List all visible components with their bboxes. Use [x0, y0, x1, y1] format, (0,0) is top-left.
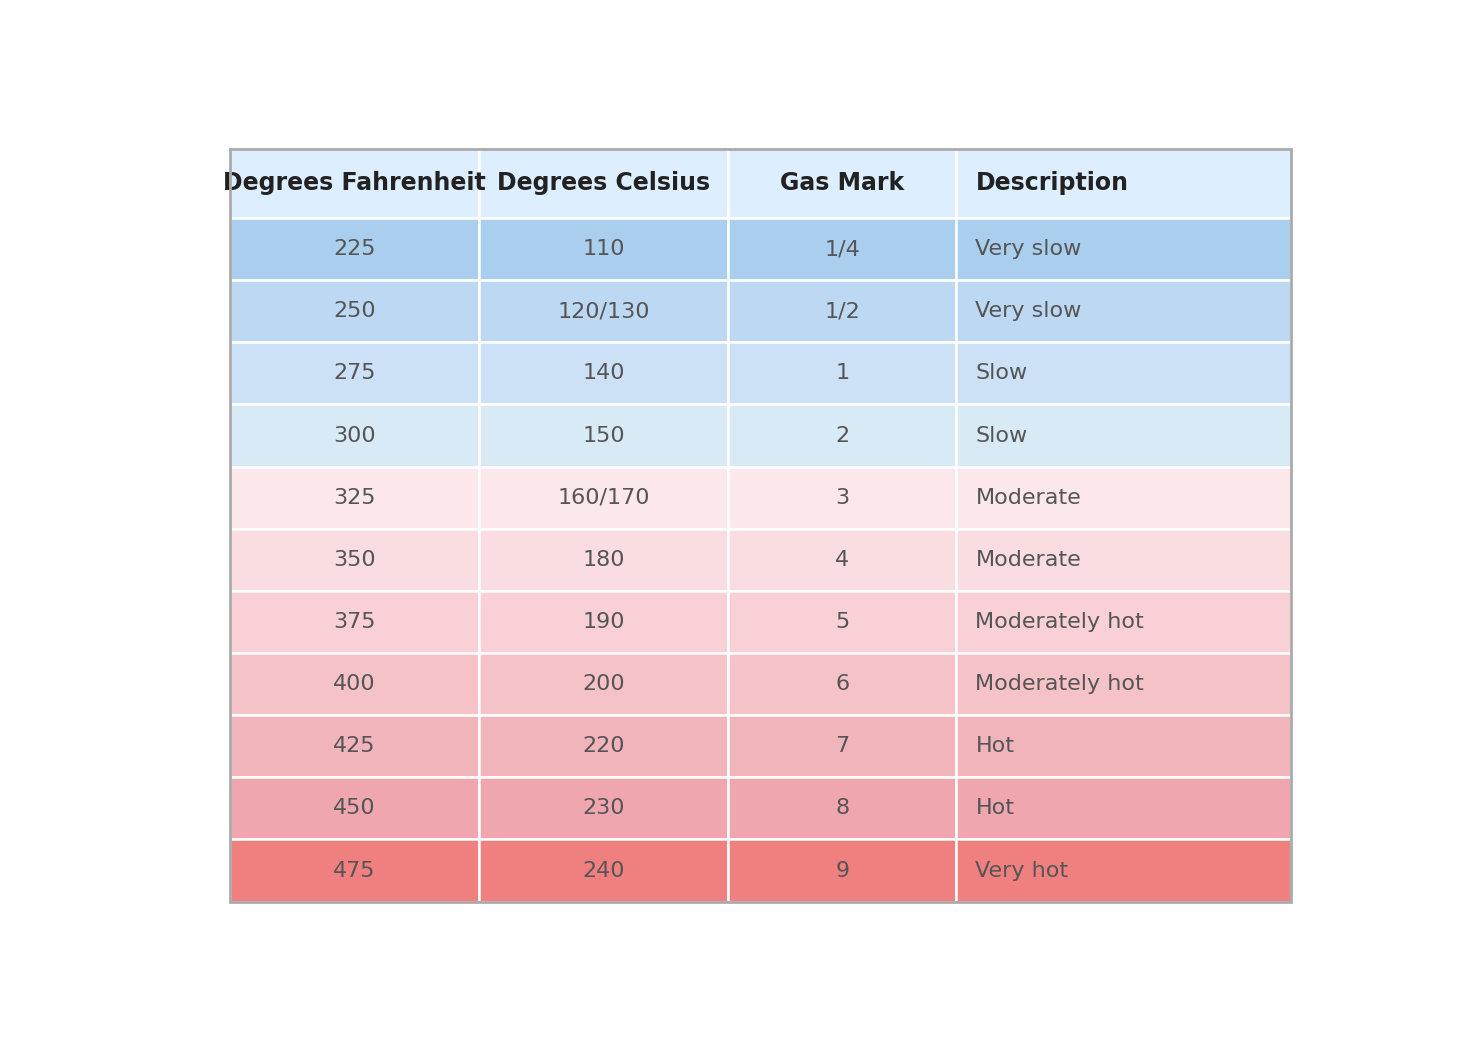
Text: 250: 250	[333, 302, 375, 321]
Text: Moderate: Moderate	[976, 488, 1082, 508]
Text: 425: 425	[333, 736, 375, 756]
Text: 180: 180	[583, 550, 626, 570]
Text: 9: 9	[835, 860, 849, 881]
FancyBboxPatch shape	[729, 591, 957, 653]
Text: Hot: Hot	[976, 799, 1014, 818]
Text: Degrees Celsius: Degrees Celsius	[498, 172, 710, 196]
Text: Very slow: Very slow	[976, 239, 1082, 259]
FancyBboxPatch shape	[729, 467, 957, 528]
FancyBboxPatch shape	[478, 528, 729, 591]
Text: Slow: Slow	[976, 363, 1027, 384]
Text: Slow: Slow	[976, 425, 1027, 445]
Text: Moderate: Moderate	[976, 550, 1082, 570]
Text: Very hot: Very hot	[976, 860, 1069, 881]
Text: 1: 1	[835, 363, 849, 384]
FancyBboxPatch shape	[957, 342, 1291, 405]
Text: 3: 3	[835, 488, 849, 508]
Text: Moderately hot: Moderately hot	[976, 674, 1144, 694]
FancyBboxPatch shape	[478, 777, 729, 839]
Text: 2: 2	[835, 425, 849, 445]
Text: 230: 230	[583, 799, 626, 818]
FancyBboxPatch shape	[478, 839, 729, 902]
Text: 8: 8	[835, 799, 849, 818]
Text: 7: 7	[835, 736, 849, 756]
Text: 6: 6	[835, 674, 849, 694]
FancyBboxPatch shape	[729, 405, 957, 467]
FancyBboxPatch shape	[230, 149, 478, 218]
Text: 375: 375	[333, 612, 375, 632]
Text: 450: 450	[333, 799, 375, 818]
FancyBboxPatch shape	[729, 777, 957, 839]
FancyBboxPatch shape	[230, 218, 478, 280]
FancyBboxPatch shape	[729, 280, 957, 342]
FancyBboxPatch shape	[729, 528, 957, 591]
FancyBboxPatch shape	[230, 591, 478, 653]
Text: 1/4: 1/4	[824, 239, 860, 259]
FancyBboxPatch shape	[957, 218, 1291, 280]
FancyBboxPatch shape	[230, 653, 478, 716]
FancyBboxPatch shape	[957, 149, 1291, 218]
Text: 225: 225	[333, 239, 375, 259]
Text: 110: 110	[583, 239, 626, 259]
Text: Description: Description	[976, 172, 1129, 196]
Text: 4: 4	[835, 550, 849, 570]
Text: 240: 240	[583, 860, 626, 881]
FancyBboxPatch shape	[957, 528, 1291, 591]
FancyBboxPatch shape	[729, 342, 957, 405]
Text: 350: 350	[333, 550, 375, 570]
Text: 400: 400	[333, 674, 375, 694]
FancyBboxPatch shape	[478, 467, 729, 528]
FancyBboxPatch shape	[230, 839, 478, 902]
FancyBboxPatch shape	[478, 218, 729, 280]
Text: Gas Mark: Gas Mark	[780, 172, 904, 196]
FancyBboxPatch shape	[957, 591, 1291, 653]
FancyBboxPatch shape	[230, 777, 478, 839]
FancyBboxPatch shape	[230, 467, 478, 528]
FancyBboxPatch shape	[478, 653, 729, 716]
Text: 140: 140	[583, 363, 626, 384]
Text: 190: 190	[583, 612, 626, 632]
FancyBboxPatch shape	[729, 839, 957, 902]
Text: 1/2: 1/2	[824, 302, 860, 321]
FancyBboxPatch shape	[957, 777, 1291, 839]
Text: Degrees Fahrenheit: Degrees Fahrenheit	[222, 172, 486, 196]
FancyBboxPatch shape	[230, 280, 478, 342]
Text: 160/170: 160/170	[558, 488, 649, 508]
Text: 300: 300	[333, 425, 375, 445]
FancyBboxPatch shape	[729, 653, 957, 716]
FancyBboxPatch shape	[729, 716, 957, 777]
Text: Very slow: Very slow	[976, 302, 1082, 321]
FancyBboxPatch shape	[957, 716, 1291, 777]
Text: 200: 200	[583, 674, 626, 694]
FancyBboxPatch shape	[957, 280, 1291, 342]
Text: 325: 325	[333, 488, 375, 508]
Text: 220: 220	[583, 736, 626, 756]
FancyBboxPatch shape	[230, 716, 478, 777]
FancyBboxPatch shape	[957, 467, 1291, 528]
FancyBboxPatch shape	[478, 280, 729, 342]
Text: 150: 150	[583, 425, 626, 445]
FancyBboxPatch shape	[957, 653, 1291, 716]
FancyBboxPatch shape	[478, 149, 729, 218]
FancyBboxPatch shape	[478, 342, 729, 405]
FancyBboxPatch shape	[230, 405, 478, 467]
FancyBboxPatch shape	[478, 405, 729, 467]
Text: 275: 275	[333, 363, 375, 384]
Text: 475: 475	[333, 860, 375, 881]
FancyBboxPatch shape	[729, 149, 957, 218]
FancyBboxPatch shape	[478, 716, 729, 777]
FancyBboxPatch shape	[230, 528, 478, 591]
FancyBboxPatch shape	[478, 591, 729, 653]
FancyBboxPatch shape	[729, 218, 957, 280]
Text: Hot: Hot	[976, 736, 1014, 756]
FancyBboxPatch shape	[957, 839, 1291, 902]
Text: Moderately hot: Moderately hot	[976, 612, 1144, 632]
FancyBboxPatch shape	[957, 405, 1291, 467]
FancyBboxPatch shape	[230, 342, 478, 405]
Text: 120/130: 120/130	[558, 302, 649, 321]
Text: 5: 5	[835, 612, 849, 632]
